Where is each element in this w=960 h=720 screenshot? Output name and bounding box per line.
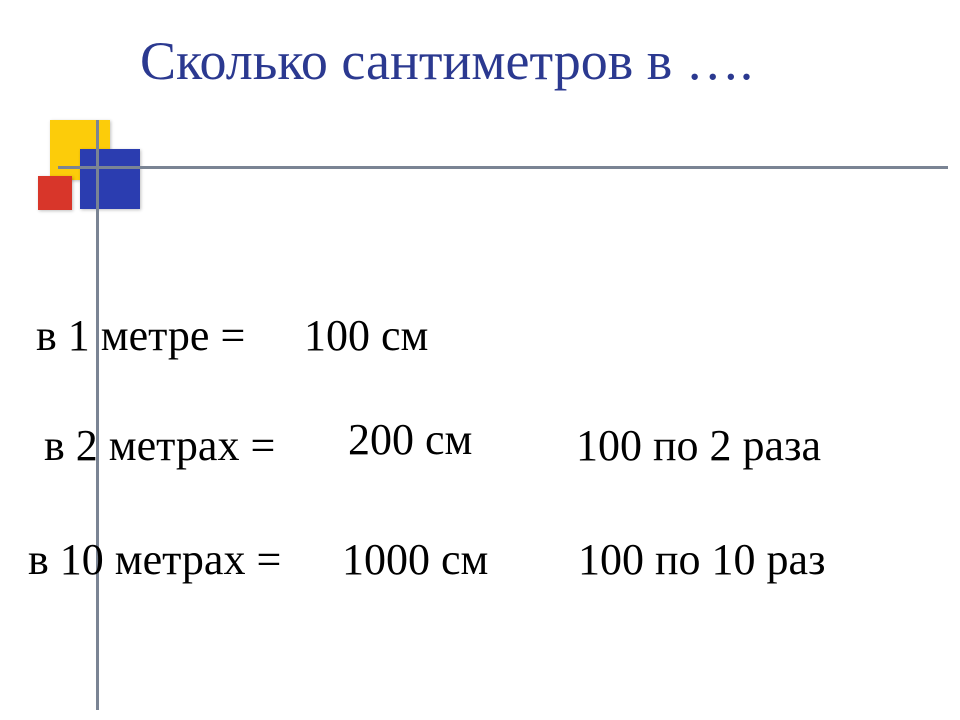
row1-lhs: в 1 метре =	[36, 310, 245, 361]
vertical-divider	[96, 120, 99, 710]
row3-lhs: в 10 метрах =	[28, 534, 281, 585]
square-red	[38, 176, 72, 210]
row1-ans: 100 см	[304, 310, 428, 361]
row2-note: 100 по 2 раза	[576, 420, 821, 471]
row2-ans: 200 см	[348, 414, 472, 465]
horizontal-divider	[58, 166, 948, 169]
row3-note: 100 по 10 раз	[578, 534, 825, 585]
row3-ans: 1000 см	[342, 534, 488, 585]
square-blue	[80, 149, 140, 209]
page-title: Сколько сантиметров в ….	[140, 30, 753, 92]
row2-lhs: в 2 метрах =	[44, 420, 275, 471]
